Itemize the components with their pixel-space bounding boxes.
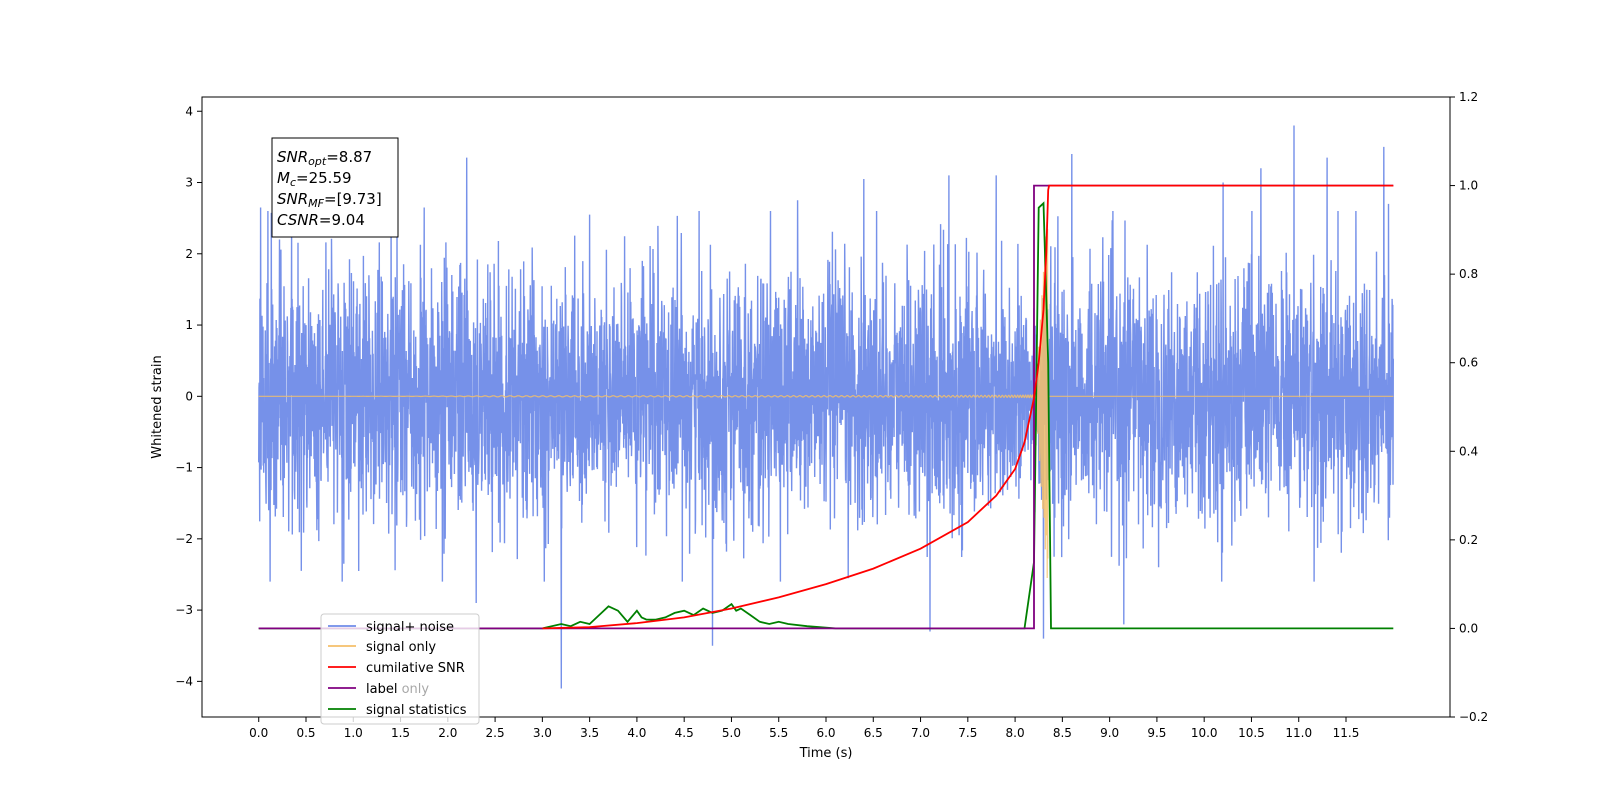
x-tick-label: 2.5 [486, 726, 505, 740]
x-tick-label: 1.5 [391, 726, 410, 740]
x-tick-label: 5.0 [722, 726, 741, 740]
x-tick-label: 8.0 [1006, 726, 1025, 740]
x-tick-label: 2.0 [438, 726, 457, 740]
y-right-tick-label: 0.6 [1459, 356, 1478, 370]
y-left-tick-label: 2 [185, 247, 193, 261]
y-right-tick-label: 1.2 [1459, 90, 1478, 104]
y-right-tick-label: 1.0 [1459, 179, 1478, 193]
x-tick-label: 6.0 [816, 726, 835, 740]
y-right-tick-label: 0.4 [1459, 444, 1478, 458]
legend-label: signal statistics [366, 703, 467, 718]
annotation-line: SNRMF=[9.73] [277, 190, 382, 210]
y-axis-label: Whitened strain [150, 355, 165, 458]
x-tick-label: 10.0 [1191, 726, 1218, 740]
x-tick-label: 5.5 [769, 726, 788, 740]
y-left-tick-label: −4 [175, 674, 193, 688]
y-left-tick-label: −1 [175, 461, 193, 475]
x-axis: 0.0 0.5 1.0 1.5 2.0 2.5 3.0 3.5 4.0 4.5 5.0 5.5 6.0 6… [249, 717, 1359, 740]
legend-label: label [366, 682, 397, 697]
x-tick-label: 4.5 [675, 726, 694, 740]
legend-label: signal+ noise [366, 620, 454, 635]
x-axis-label: Time (s) [799, 746, 853, 761]
x-tick-label: 4.0 [627, 726, 646, 740]
series-cumulative-snr [542, 184, 1394, 630]
x-tick-label: 3.0 [533, 726, 552, 740]
series-signal-only [258, 222, 1394, 579]
x-tick-label: 8.5 [1053, 726, 1072, 740]
annotation-line: SNRopt=8.87 [277, 148, 372, 168]
x-tick-label: 0.5 [296, 726, 315, 740]
x-tick-label: 9.0 [1100, 726, 1119, 740]
y-right-axis: 1.2 1.0 0.8 0.6 0.4 0.2 0.0 −0.2 [1450, 90, 1488, 724]
y-left-tick-label: 4 [185, 104, 193, 118]
y-left-tick-label: −2 [175, 532, 193, 546]
x-tick-label: 10.5 [1238, 726, 1265, 740]
legend-frame [320, 613, 480, 725]
annotation-line: Mc=25.59 [277, 169, 352, 189]
y-right-tick-label: −0.2 [1459, 710, 1488, 724]
y-left-tick-label: 3 [185, 176, 193, 190]
x-tick-label: 1.0 [344, 726, 363, 740]
series-layer [258, 125, 1394, 689]
annotation-line: CSNR=9.04 [277, 211, 365, 229]
annotation-frame [271, 137, 399, 238]
legend-label: cumilative SNR [366, 661, 465, 676]
y-left-axis: 4 3 2 1 0 −1 −2 −3 −4 [175, 104, 202, 688]
x-tick-label: 6.5 [864, 726, 883, 740]
x-tick-label: 7.5 [958, 726, 977, 740]
legend-label: signal only [366, 640, 436, 655]
y-right-tick-label: 0.2 [1459, 533, 1478, 547]
y-right-tick-label: 0.8 [1459, 267, 1478, 281]
y-right-tick-label: 0.0 [1459, 621, 1478, 635]
x-tick-label: 0.0 [249, 726, 268, 740]
x-tick-label: 9.5 [1147, 726, 1166, 740]
x-tick-label: 3.5 [580, 726, 599, 740]
y-left-tick-label: 0 [185, 389, 193, 403]
series-signal-noise [258, 125, 1394, 689]
x-tick-label: 11.5 [1333, 726, 1360, 740]
y-left-tick-label: 1 [185, 318, 193, 332]
x-tick-label: 11.0 [1285, 726, 1312, 740]
y-left-tick-label: −3 [175, 603, 193, 617]
x-tick-label: 7.0 [911, 726, 930, 740]
